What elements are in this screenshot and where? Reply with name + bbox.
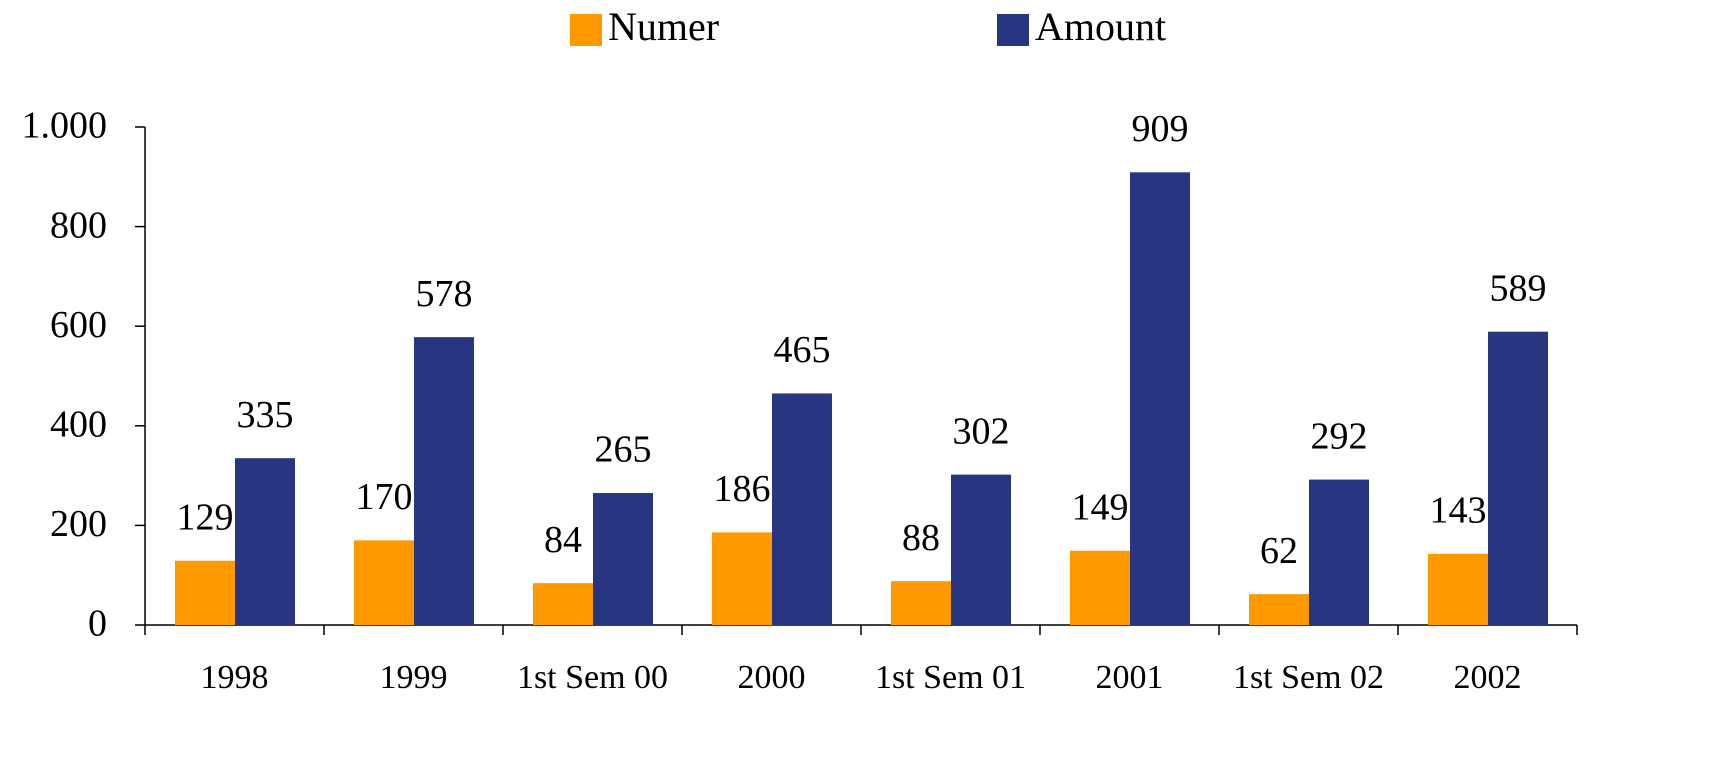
value-label: 578 (416, 273, 473, 315)
legend-label: Amount (1035, 4, 1166, 49)
value-label: 909 (1132, 108, 1189, 150)
value-label: 589 (1490, 267, 1547, 309)
bar (1130, 172, 1190, 625)
x-tick-label: 1st Sem 01 (875, 659, 1026, 696)
value-label: 88 (902, 517, 940, 559)
y-tick-label: 0 (88, 603, 107, 645)
bar (1249, 594, 1309, 625)
value-label: 465 (774, 329, 831, 371)
bar (1309, 479, 1369, 625)
value-label: 186 (714, 468, 771, 510)
bar (593, 493, 653, 625)
value-label: 62 (1260, 530, 1298, 572)
value-label: 302 (953, 410, 1010, 452)
bar (1488, 331, 1548, 625)
y-tick-label: 1.000 (22, 105, 108, 147)
value-label: 335 (237, 394, 294, 436)
bar (772, 393, 832, 625)
y-tick-label: 800 (50, 204, 107, 246)
legend-swatch (997, 14, 1029, 46)
legend-label: Numer (608, 4, 719, 49)
y-tick-label: 600 (50, 304, 107, 346)
x-tick-label: 1998 (201, 659, 269, 696)
x-tick-label: 2001 (1096, 659, 1164, 696)
value-label: 265 (595, 429, 652, 471)
value-label: 84 (544, 519, 582, 561)
x-tick-label: 1st Sem 02 (1233, 659, 1384, 696)
bar (1070, 550, 1130, 625)
x-tick-label: 1999 (380, 659, 448, 696)
x-tick-label: 1st Sem 00 (517, 659, 668, 696)
value-label: 292 (1311, 415, 1368, 457)
bar (951, 474, 1011, 625)
legend-swatch (570, 14, 602, 46)
value-label: 143 (1430, 490, 1487, 532)
bar (235, 458, 295, 625)
bar (354, 540, 414, 625)
x-tick-label: 2000 (738, 659, 806, 696)
bar (175, 560, 235, 625)
bar (1428, 553, 1488, 625)
y-tick-label: 200 (50, 503, 107, 545)
value-label: 149 (1072, 487, 1129, 529)
value-label: 129 (177, 496, 234, 538)
bar (712, 532, 772, 625)
value-label: 170 (356, 476, 413, 518)
y-tick-label: 400 (50, 404, 107, 446)
bar (533, 583, 593, 625)
bar (414, 337, 474, 625)
x-tick-label: 2002 (1454, 659, 1522, 696)
bar (891, 581, 951, 625)
